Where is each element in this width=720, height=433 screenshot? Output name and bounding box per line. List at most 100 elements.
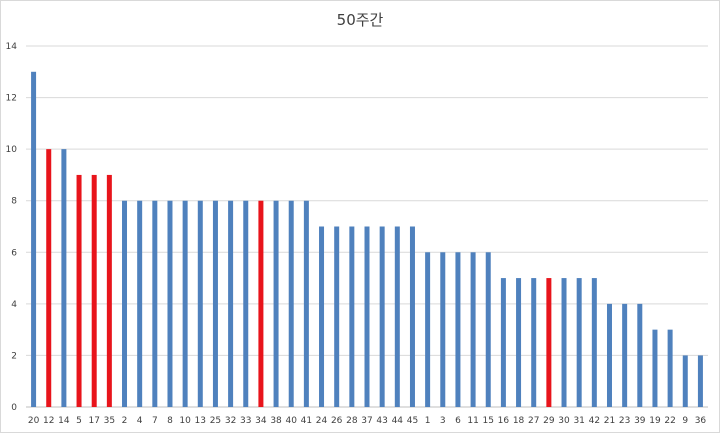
bar-28 — [349, 226, 355, 407]
x-tick-label: 9 — [682, 416, 688, 426]
y-tick-label: 2 — [11, 351, 17, 361]
x-tick-label: 3 — [440, 416, 446, 426]
bar-17 — [91, 174, 97, 407]
x-tick-label: 2 — [122, 416, 128, 426]
bars — [31, 71, 703, 408]
x-tick-label: 24 — [316, 416, 328, 426]
bar-30 — [561, 278, 567, 407]
x-tick-label: 8 — [167, 416, 173, 426]
bar-3 — [440, 252, 446, 407]
x-tick-label: 21 — [604, 416, 615, 426]
bar-7 — [152, 200, 158, 407]
bar-37 — [364, 226, 370, 407]
bar-9 — [682, 355, 688, 407]
x-tick-label: 23 — [619, 416, 630, 426]
x-tick-label: 26 — [331, 416, 343, 426]
bar-39 — [637, 303, 643, 407]
x-axis-ticks: 20 12 14 5 17 35 2 4 7 8 10 13 25 32 33 34 38 40 41 24 26 28 3… — [28, 416, 707, 426]
bar-5 — [76, 174, 82, 407]
y-tick-label: 6 — [11, 248, 17, 258]
bar-15 — [485, 252, 491, 407]
x-tick-label: 44 — [392, 416, 404, 426]
x-tick-label: 31 — [573, 416, 584, 426]
bar-12 — [46, 149, 52, 407]
bar-21 — [606, 303, 612, 407]
bar-18 — [516, 278, 522, 407]
x-tick-label: 17 — [88, 416, 99, 426]
x-tick-label: 7 — [152, 416, 158, 426]
bar-43 — [379, 226, 385, 407]
bar-29 — [546, 278, 552, 407]
bar-6 — [455, 252, 461, 407]
bar-44 — [394, 226, 400, 407]
bar-41 — [303, 200, 309, 407]
x-tick-label: 15 — [483, 416, 494, 426]
bar-16 — [500, 278, 506, 407]
x-tick-label: 33 — [240, 416, 251, 426]
x-tick-label: 34 — [255, 416, 267, 426]
x-tick-label: 32 — [225, 416, 236, 426]
x-tick-label: 37 — [361, 416, 372, 426]
bar-25 — [212, 200, 218, 407]
bar-38 — [273, 200, 279, 407]
bar-19 — [652, 329, 658, 407]
x-tick-label: 28 — [346, 416, 358, 426]
x-tick-label: 1 — [425, 416, 431, 426]
bar-35 — [106, 174, 112, 407]
x-tick-label: 27 — [528, 416, 539, 426]
chart-title: 50주간 — [336, 11, 384, 29]
bar-26 — [334, 226, 340, 407]
bar-2 — [122, 200, 128, 407]
x-tick-label: 25 — [210, 416, 221, 426]
bar-36 — [697, 355, 703, 407]
y-tick-label: 8 — [11, 197, 17, 207]
bar-31 — [576, 278, 582, 407]
y-tick-label: 0 — [11, 403, 17, 413]
y-tick-label: 10 — [6, 145, 18, 155]
bar-22 — [667, 329, 673, 407]
x-tick-label: 35 — [104, 416, 115, 426]
bar-23 — [622, 303, 628, 407]
bar-33 — [243, 200, 249, 407]
bar-20 — [31, 71, 37, 408]
x-tick-label: 41 — [301, 416, 312, 426]
x-tick-label: 11 — [467, 416, 478, 426]
bar-13 — [197, 200, 203, 407]
bar-1 — [425, 252, 431, 407]
x-tick-label: 18 — [513, 416, 525, 426]
x-tick-label: 22 — [664, 416, 675, 426]
bar-4 — [137, 200, 143, 407]
x-tick-label: 14 — [58, 416, 70, 426]
x-tick-label: 38 — [270, 416, 282, 426]
bar-42 — [591, 278, 597, 407]
bar-27 — [531, 278, 537, 407]
bar-11 — [470, 252, 476, 407]
x-tick-label: 40 — [285, 416, 297, 426]
bar-34 — [258, 200, 264, 407]
x-tick-label: 20 — [28, 416, 40, 426]
bar-40 — [288, 200, 294, 407]
y-tick-label: 14 — [6, 42, 18, 52]
x-tick-label: 10 — [179, 416, 191, 426]
bar-10 — [182, 200, 188, 407]
x-tick-label: 30 — [558, 416, 570, 426]
y-axis-ticks: 0 2 4 6 8 10 12 14 — [6, 42, 18, 413]
x-tick-label: 6 — [455, 416, 461, 426]
x-tick-label: 45 — [407, 416, 418, 426]
y-tick-label: 12 — [6, 94, 17, 104]
bar-45 — [409, 226, 415, 407]
x-tick-label: 19 — [649, 416, 661, 426]
bar-24 — [319, 226, 325, 407]
x-tick-label: 13 — [195, 416, 206, 426]
x-tick-label: 4 — [137, 416, 143, 426]
x-tick-label: 12 — [43, 416, 54, 426]
x-tick-label: 16 — [498, 416, 510, 426]
x-tick-label: 36 — [695, 416, 707, 426]
x-tick-label: 39 — [634, 416, 646, 426]
bar-8 — [167, 200, 173, 407]
x-tick-label: 43 — [376, 416, 387, 426]
bar-14 — [61, 149, 67, 407]
x-tick-label: 5 — [76, 416, 82, 426]
